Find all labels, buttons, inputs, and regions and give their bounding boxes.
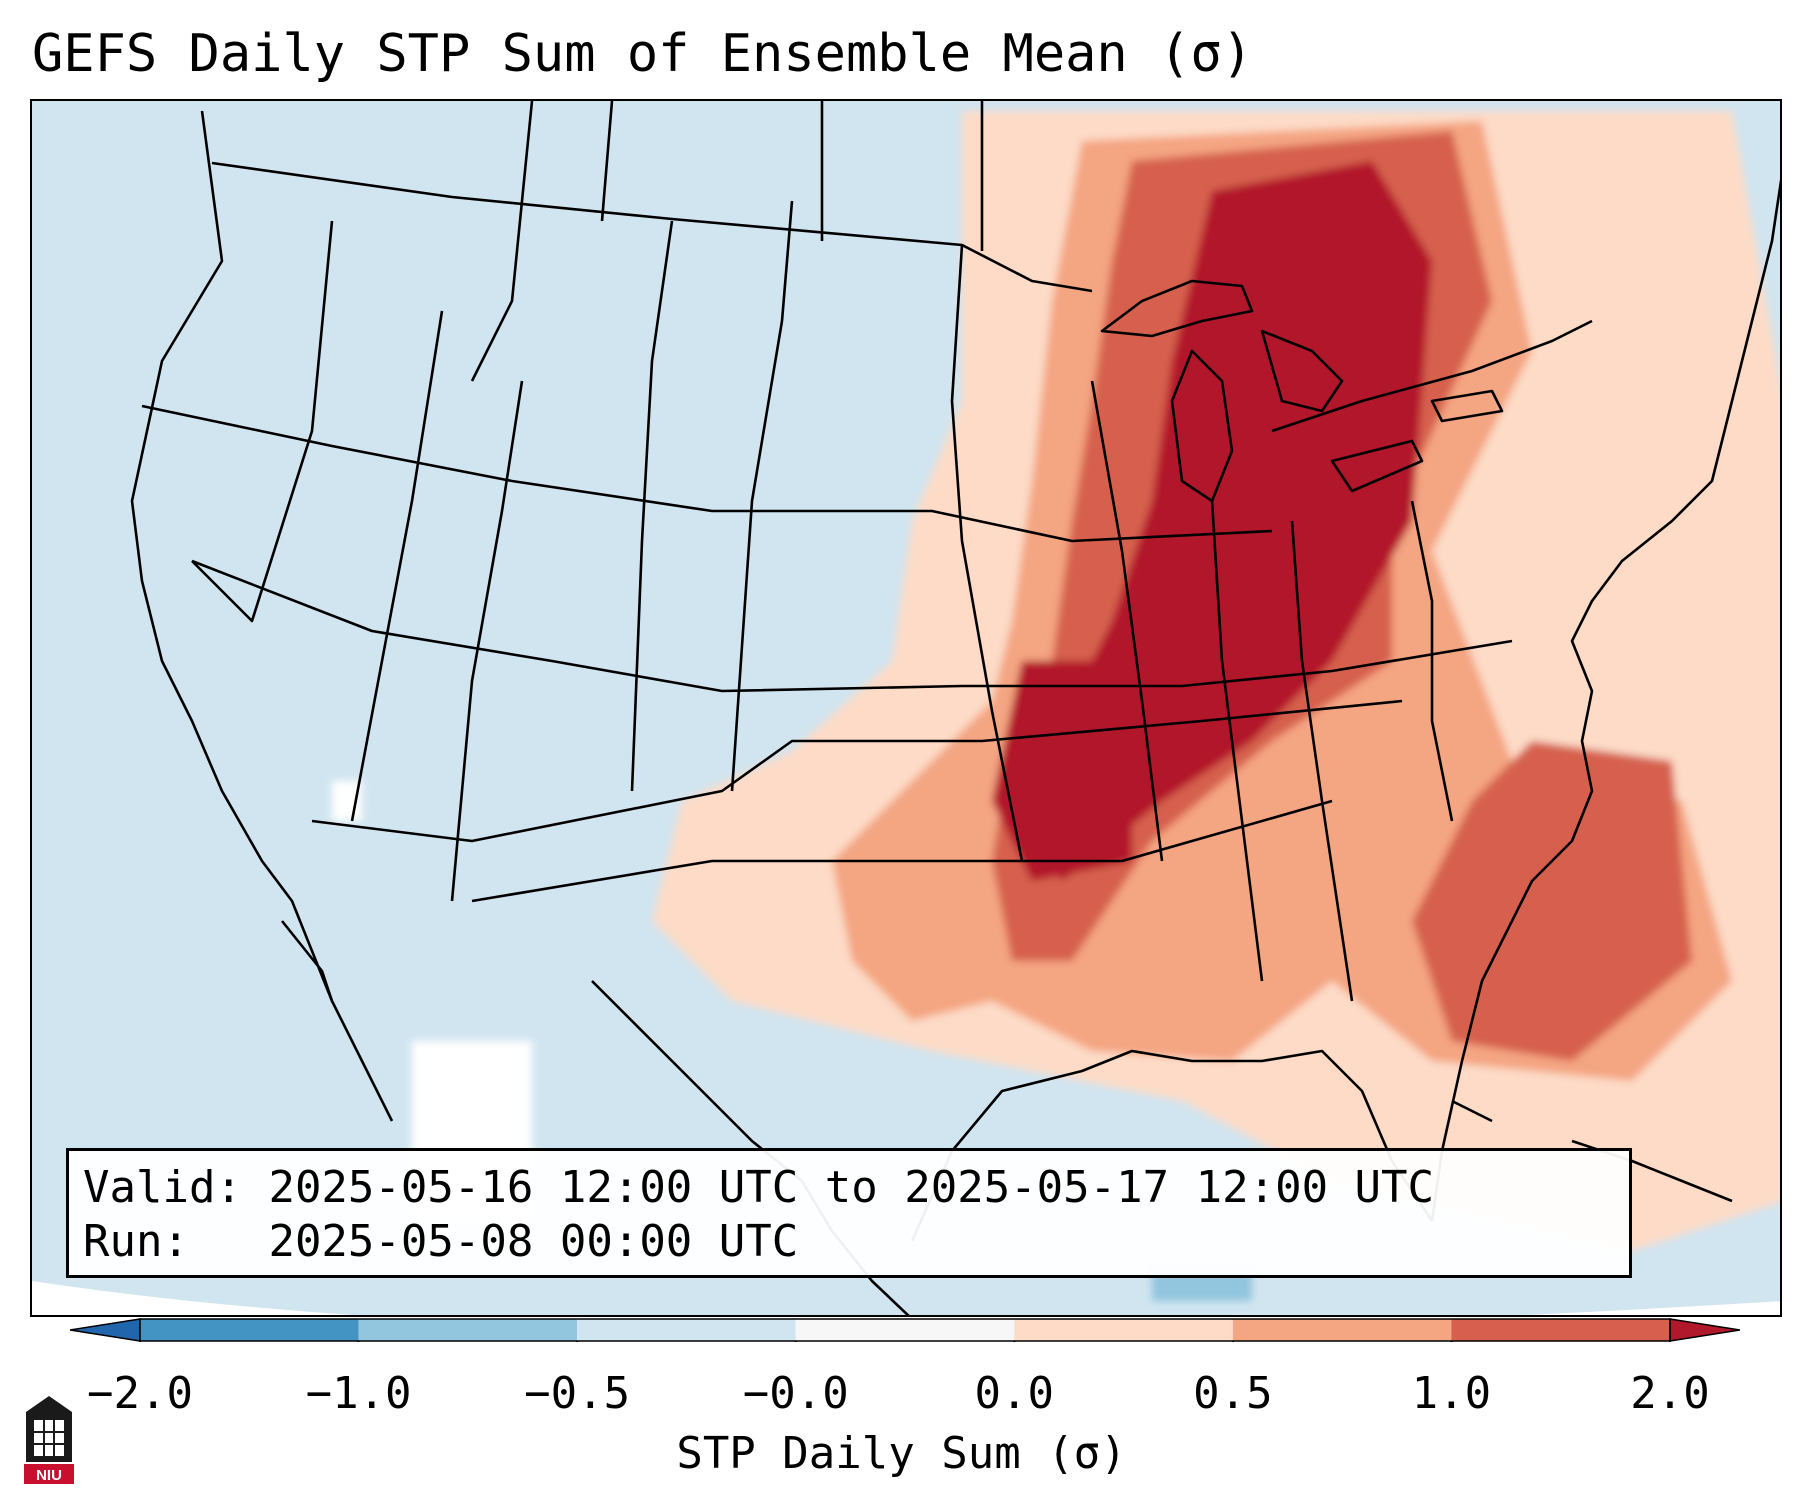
west-coastline xyxy=(130,110,394,1122)
niu-logo: NIU xyxy=(24,1396,74,1484)
state-border-7 xyxy=(450,380,524,902)
state-border-13 xyxy=(1290,520,1354,1002)
colorbar-segment xyxy=(1014,1319,1233,1341)
valid-value: 2025-05-16 12:00 UTC to 2025-05-17 12:00… xyxy=(268,1162,1435,1213)
lake-erie xyxy=(1330,439,1424,493)
colorbar-extend-low xyxy=(70,1318,141,1342)
state-border-9 xyxy=(730,200,794,792)
colorbar-tick-label: −0.5 xyxy=(524,1368,631,1419)
state-border-5 xyxy=(191,220,334,623)
logo-window-icon xyxy=(34,1420,64,1456)
valid-time-box: Valid: 2025-05-16 12:00 UTC to 2025-05-1… xyxy=(66,1148,1632,1278)
colorbar-segment xyxy=(140,1319,359,1341)
state-border-10 xyxy=(950,244,1024,862)
colorbar-tick-label: −0.0 xyxy=(742,1368,849,1419)
state-border-3 xyxy=(311,699,1403,843)
state-border-14 xyxy=(1410,500,1454,822)
run-label: Run: xyxy=(83,1216,189,1267)
map-panel xyxy=(30,99,1782,1317)
state-border-1 xyxy=(141,404,1273,543)
colorbar-segment xyxy=(577,1319,796,1341)
projection-edge xyxy=(32,1281,1780,1315)
lake-huron xyxy=(1260,329,1344,413)
colorbar-tick-label: 2.0 xyxy=(1630,1368,1710,1419)
colorbar-segment xyxy=(1451,1319,1670,1341)
map-canvas xyxy=(32,101,1780,1315)
state-border-12 xyxy=(1210,500,1264,982)
colorbar-label: STP Daily Sum (σ) xyxy=(676,1428,1127,1479)
lake-ontario xyxy=(1430,389,1504,423)
state-border-6 xyxy=(350,310,444,822)
valid-row: Valid: 2025-05-16 12:00 UTC to 2025-05-1… xyxy=(83,1161,1629,1215)
state-border-2 xyxy=(191,559,1513,693)
state-border-11 xyxy=(1090,380,1164,862)
colorbar-segment xyxy=(1232,1319,1452,1341)
valid-label: Valid: xyxy=(83,1162,242,1213)
baja-coast xyxy=(280,920,334,1002)
colorbar-tick-label: −2.0 xyxy=(87,1368,193,1419)
bahamas-outline xyxy=(1451,1099,1493,1123)
state-border-17 xyxy=(600,101,614,222)
boundaries xyxy=(130,101,1780,1315)
us-canada-border xyxy=(211,161,1093,293)
colorbar-frame xyxy=(139,1318,1671,1342)
anomaly-field xyxy=(332,111,1780,1301)
colorbar-segment xyxy=(795,1319,1015,1341)
state-border-8 xyxy=(630,220,674,792)
chart-title: GEFS Daily STP Sum of Ensemble Mean (σ) xyxy=(32,24,1253,84)
logo-grid-icon xyxy=(34,1420,64,1456)
colorbar-tick-label: 1.0 xyxy=(1411,1368,1492,1419)
state-border-4 xyxy=(471,799,1333,903)
colorbar-tick-label: −1.0 xyxy=(305,1368,412,1419)
colorbar-extend-high xyxy=(1669,1318,1740,1342)
anomaly-region-extreme-south xyxy=(992,661,1132,881)
colorbar-tick-label: 0.5 xyxy=(1193,1368,1273,1419)
gulf-coastline xyxy=(910,1049,1434,1242)
state-border-15 xyxy=(470,101,534,382)
colorbar-tick-label: 0.0 xyxy=(974,1368,1055,1419)
logo-banner-icon xyxy=(24,1464,74,1484)
lake-superior xyxy=(1100,279,1254,338)
run-row: Run: 2025-05-08 00:00 UTC xyxy=(83,1215,1629,1269)
logo-text: NIU xyxy=(36,1467,62,1484)
colorbar xyxy=(70,1318,1740,1342)
us-canada-border-east xyxy=(1271,319,1593,433)
east-coastline xyxy=(1430,178,1780,1222)
run-value: 2025-05-08 00:00 UTC xyxy=(268,1216,799,1267)
colorbar-segment xyxy=(358,1319,578,1341)
